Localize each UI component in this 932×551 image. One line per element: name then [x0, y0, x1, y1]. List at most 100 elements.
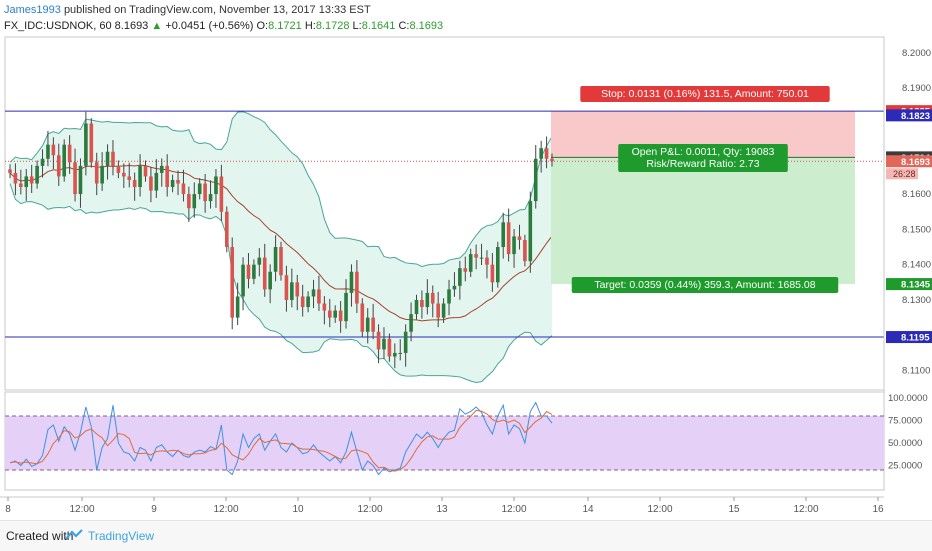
price-tag-text: 8.1345	[901, 280, 931, 291]
candle-body	[403, 331, 408, 353]
candle-body	[154, 172, 159, 191]
price-tag	[886, 331, 932, 344]
candle-body	[322, 303, 327, 311]
candle-body	[490, 264, 495, 283]
price-tag	[886, 155, 932, 168]
open-value: 8.1721	[268, 20, 302, 32]
candle-body	[252, 264, 256, 279]
candle-body	[539, 148, 543, 159]
candle-body	[143, 165, 148, 177]
candle-body	[463, 268, 468, 272]
publish-info: published on TradingView.com, November 1…	[63, 4, 371, 16]
candle-body	[393, 352, 397, 357]
candle-body	[13, 172, 18, 184]
price-tag	[886, 278, 932, 291]
candle-body	[89, 123, 94, 163]
last-price: 8.1693	[114, 20, 149, 32]
candle-body	[327, 310, 332, 318]
candle-body	[376, 331, 381, 350]
candle-body	[73, 162, 77, 195]
candle-body	[501, 222, 506, 248]
candle-body	[550, 158, 554, 162]
time-tick-label: 9	[151, 504, 157, 515]
candle-body	[225, 211, 229, 248]
candle-body	[430, 292, 435, 304]
candle-body	[35, 165, 39, 184]
candle-body	[355, 271, 359, 304]
candle-body	[170, 179, 175, 188]
time-tick-label: 16	[872, 504, 884, 515]
created-with-text: Created with	[6, 529, 74, 543]
low-value: 8.1641	[361, 20, 396, 32]
candle-body	[181, 183, 186, 195]
candle-body	[192, 194, 197, 209]
time-tick-label: 12:00	[69, 504, 94, 515]
countdown-tag	[886, 168, 918, 180]
candle-body	[317, 289, 321, 304]
bollinger-lower-line	[9, 183, 553, 384]
target-label: Target: 0.0359 (0.44%) 359.3, Amount: 16…	[571, 277, 839, 293]
candle-body	[447, 289, 451, 304]
bollinger-upper-line	[9, 111, 553, 268]
candle-body	[333, 310, 337, 318]
open-label: O:	[256, 20, 269, 32]
candle-body	[458, 268, 462, 286]
candle-body	[425, 292, 430, 308]
candle-body	[105, 151, 110, 166]
candle-body	[344, 292, 348, 322]
candle-body	[46, 144, 50, 159]
price-change: +0.0451 (+0.56%)	[165, 20, 254, 32]
candle-body	[187, 194, 191, 209]
candle-body	[214, 176, 218, 195]
price-tick-label: 8.1500	[902, 224, 931, 235]
candle-body	[84, 123, 88, 166]
candle-body	[246, 264, 251, 279]
candle-body	[452, 285, 457, 290]
time-tick-label: 10	[292, 504, 304, 515]
candle-body	[132, 179, 137, 188]
candle-body	[279, 247, 283, 276]
candle-body	[51, 144, 56, 156]
candle-body	[138, 165, 142, 188]
candle-body	[398, 352, 403, 354]
stop-label-text: Stop: 0.0131 (0.16%) 131.5, Amount: 750.…	[601, 88, 809, 100]
candle-body	[208, 194, 213, 202]
candle-body	[512, 236, 516, 255]
price-tag-text: 8.1693	[901, 157, 930, 168]
stop-label-box	[580, 86, 830, 102]
candle-body	[241, 264, 245, 297]
price-tag-text: 8.1823	[901, 111, 930, 122]
target-label-box	[571, 277, 839, 293]
candle-body	[360, 303, 365, 332]
candle-body	[67, 144, 72, 163]
candle-body	[94, 162, 99, 184]
rsi-tick-label: 25.0000	[888, 461, 922, 472]
candle-body	[203, 183, 207, 202]
candle-body	[230, 247, 235, 318]
candle-body	[56, 155, 61, 177]
candle-body	[338, 310, 343, 322]
symbol-name: FX_IDC:USDNOK, 60	[4, 20, 112, 32]
candle-body	[474, 254, 478, 258]
moving-average-line	[9, 164, 553, 322]
candle-body	[8, 169, 12, 173]
candle-body	[159, 165, 164, 173]
candle-body	[235, 296, 240, 318]
candle-body	[165, 165, 169, 188]
candle-body	[414, 299, 419, 315]
candle-body	[506, 222, 511, 255]
time-tick-label: 8	[5, 504, 11, 515]
target-label-text: Target: 0.0359 (0.44%) 359.3, Amount: 16…	[594, 279, 815, 291]
author-link[interactable]: James1993	[4, 4, 61, 16]
candle-body	[290, 282, 294, 300]
stop-label: Stop: 0.0131 (0.16%) 131.5, Amount: 750.…	[580, 86, 830, 102]
candle-body	[382, 338, 386, 350]
candle-body	[349, 271, 354, 293]
candle-body	[219, 176, 224, 212]
candle-body	[311, 289, 316, 297]
tradingview-brand-link[interactable]: TradingView	[88, 529, 155, 543]
tradingview-logo-icon	[65, 529, 83, 540]
candle-body	[149, 176, 153, 191]
low-label: L:	[352, 20, 362, 32]
